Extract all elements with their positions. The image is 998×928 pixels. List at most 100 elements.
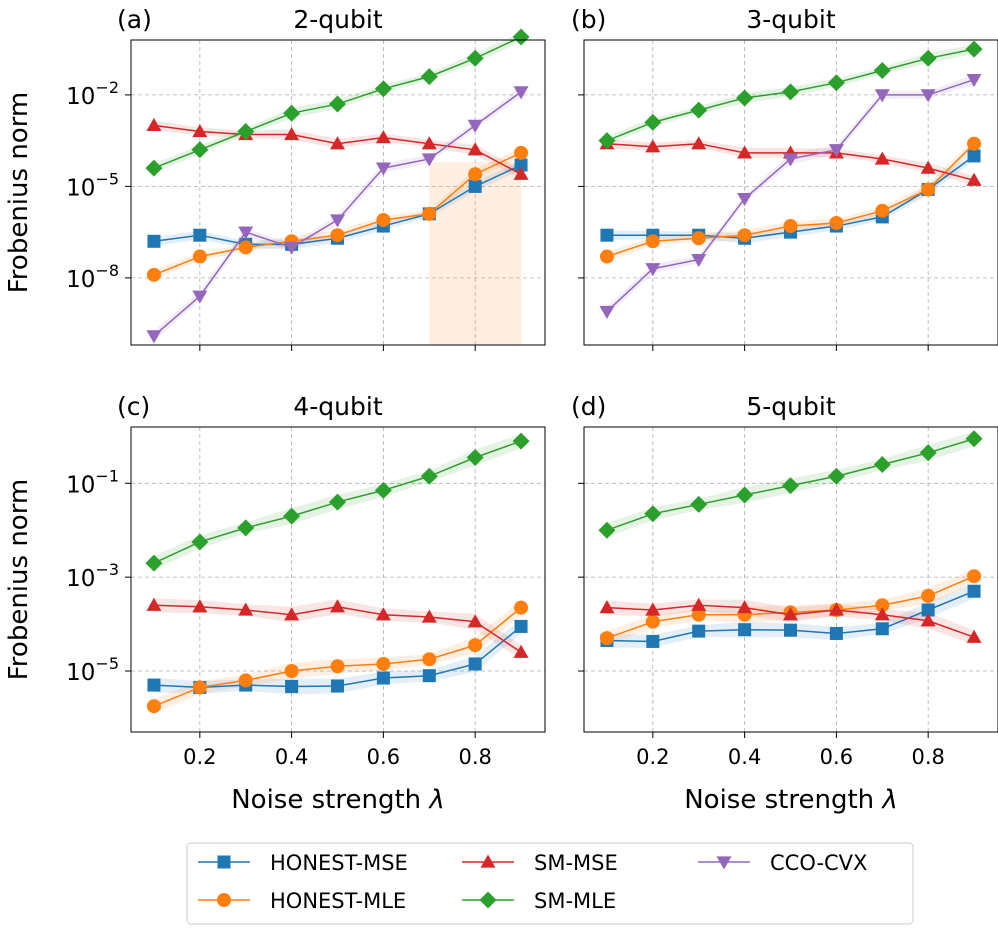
data-point-honest-mse <box>147 234 161 248</box>
data-point-sm-mle <box>782 477 799 495</box>
data-point-sm-mle <box>965 40 983 58</box>
data-point-honest-mle <box>514 145 529 160</box>
data-point-honest-mle <box>192 249 207 264</box>
data-point-honest-mse <box>967 149 981 163</box>
data-point-honest-mse <box>285 679 299 693</box>
y-axis-label: Frobenius norm <box>4 479 34 681</box>
y-tick-label: 10−3 <box>66 560 119 592</box>
data-point-sm-mle <box>283 507 301 525</box>
data-point-sm-mle <box>644 113 662 131</box>
data-point-sm-mse <box>691 597 707 611</box>
data-point-sm-mse <box>146 117 162 132</box>
data-point-honest-mse <box>193 228 207 242</box>
data-point-honest-mle <box>599 631 614 646</box>
data-point-sm-mle <box>598 132 616 150</box>
data-point-cco-cvx <box>513 86 529 100</box>
panel-title: 5-qubit <box>746 392 835 421</box>
data-point-sm-mle <box>512 28 530 46</box>
data-point-honest-mse <box>738 623 752 637</box>
data-point-cco-cvx <box>737 192 753 207</box>
data-point-honest-mle <box>376 212 391 227</box>
data-point-honest-mle <box>921 588 936 603</box>
data-point-honest-mle <box>284 664 299 678</box>
x-tick-label: 0.6 <box>367 745 400 769</box>
data-point-honest-mle <box>146 699 161 714</box>
data-point-honest-mle <box>691 231 706 246</box>
data-point-sm-mse <box>192 124 208 138</box>
data-point-honest-mle <box>967 136 982 151</box>
data-point-honest-mle <box>829 216 844 230</box>
data-point-honest-mle <box>875 203 890 218</box>
legend-item-honest-mse-label: HONEST-MSE <box>270 851 408 875</box>
data-point-sm-mle <box>374 481 392 499</box>
x-axis-label: Noise strength λ <box>684 785 898 815</box>
data-point-honest-mle <box>146 267 161 282</box>
data-point-sm-mle <box>782 83 799 101</box>
data-point-sm-mle <box>873 62 891 79</box>
data-point-honest-mle <box>238 240 253 255</box>
data-point-sm-mle <box>644 505 662 523</box>
data-point-honest-mse <box>875 622 889 636</box>
data-point-honest-mle <box>468 167 483 182</box>
data-point-honest-mle <box>691 607 706 622</box>
data-point-sm-mle <box>145 159 163 177</box>
data-point-sm-mse <box>645 139 661 153</box>
legend-item-cco-cvx-label: CCO-CVX <box>770 851 867 875</box>
legend: HONEST-MSE HONEST-MLE SM-MSE SM-MLE CCO-CVX <box>186 842 914 925</box>
panel-4: 0.2 0.4 0.6 0.8 (d) 5-qubit Noise strength λ <box>571 392 998 815</box>
data-point-honest-mle <box>468 638 483 653</box>
data-point-sm-mse <box>284 607 300 621</box>
panel-label: (d) <box>571 392 606 421</box>
x-tick-label: 0.2 <box>183 745 216 769</box>
panel-3: 0.2 0.4 0.6 0.8 10−5 10−3 10−1 (c) 4-qubit Froben… <box>4 392 546 815</box>
data-point-sm-mle <box>237 123 255 140</box>
x-tick-label: 0.8 <box>458 745 491 769</box>
panel-title: 3-qubit <box>746 5 835 34</box>
x-tick-label: 0.2 <box>636 745 669 769</box>
data-point-honest-mle <box>514 600 529 615</box>
data-point-honest-mle <box>967 569 982 584</box>
data-point-cco-cvx <box>146 330 162 344</box>
y-tick-label: 10−5 <box>66 654 119 686</box>
data-point-sm-mse <box>330 136 345 150</box>
data-point-sm-mle <box>690 101 708 119</box>
data-point-sm-mle <box>420 467 438 485</box>
data-point-sm-mle <box>420 68 438 86</box>
axes-frame <box>130 39 546 346</box>
data-point-sm-mse <box>238 602 254 616</box>
panel-label: (b) <box>571 5 606 34</box>
y-axis-label: Frobenius norm <box>4 92 34 294</box>
data-point-sm-mse <box>783 607 798 621</box>
error-band-honest-mse <box>153 160 522 250</box>
legend-item-sm-mle-marker <box>479 891 497 909</box>
x-tick-label: 0.6 <box>820 745 853 769</box>
data-point-sm-mse <box>920 160 936 174</box>
data-point-sm-mle <box>374 80 392 98</box>
data-point-honest-mle <box>376 656 391 671</box>
data-point-sm-mse <box>421 609 437 623</box>
data-point-cco-cvx <box>783 153 798 167</box>
data-point-sm-mse <box>737 600 753 614</box>
legend-item-cco-cvx-marker <box>716 856 732 870</box>
data-point-cco-cvx <box>691 253 707 268</box>
data-point-cco-cvx <box>330 214 345 228</box>
data-point-honest-mle <box>645 614 660 629</box>
data-point-sm-mse <box>192 599 208 613</box>
legend-item-sm-mle-label: SM-MLE <box>534 889 616 913</box>
data-point-honest-mse <box>600 228 614 242</box>
data-point-sm-mle <box>512 432 530 450</box>
error-band-honest-mle <box>606 139 975 262</box>
panel-title: 2-qubit <box>293 5 382 34</box>
legend-item-sm-mse-marker <box>480 854 496 868</box>
data-point-sm-mse <box>146 597 162 611</box>
data-point-cco-cvx <box>284 241 300 255</box>
data-point-honest-mle <box>599 249 614 264</box>
data-point-honest-mle <box>422 206 437 221</box>
data-point-honest-mse <box>468 179 482 193</box>
data-point-honest-mse <box>331 679 344 693</box>
data-point-honest-mle <box>192 680 207 695</box>
data-point-honest-mle <box>783 219 798 234</box>
x-tick-label: 0.4 <box>275 745 308 769</box>
data-point-sm-mse <box>421 136 437 150</box>
data-point-cco-cvx <box>828 144 844 158</box>
